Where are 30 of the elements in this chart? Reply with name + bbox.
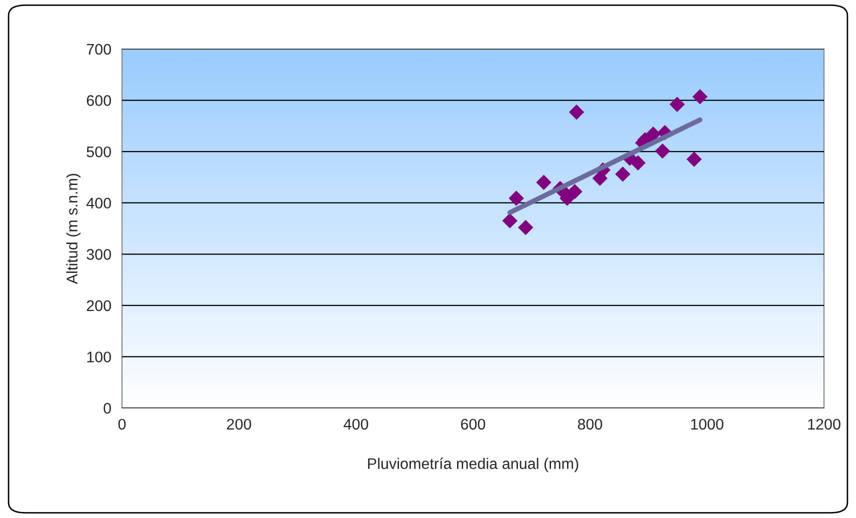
x-tick-label: 1200	[808, 418, 840, 430]
point	[686, 152, 702, 167]
point	[615, 166, 630, 182]
point	[518, 220, 534, 236]
y-tick-label: 600	[86, 95, 111, 106]
point	[536, 174, 552, 190]
point	[670, 96, 685, 112]
x-tick-label: 0	[118, 418, 126, 430]
point	[502, 213, 518, 228]
x-tick-label: 600	[461, 418, 486, 430]
y-tick-label: 500	[86, 146, 111, 158]
point	[692, 89, 708, 104]
y-tick-label: 0	[104, 402, 111, 414]
point	[567, 184, 582, 200]
point	[508, 190, 524, 206]
point	[654, 143, 670, 159]
point	[630, 155, 646, 170]
x-tick-label: 800	[578, 418, 602, 430]
y-tick-label: 400	[86, 198, 111, 209]
x-tick-label: 1000	[691, 418, 724, 430]
x-axis-title: Pluviometría media anual (mm)	[368, 458, 578, 472]
y-tick-label: 200	[86, 300, 111, 312]
x-tick-label: 200	[227, 418, 252, 430]
y-tick-label: 700	[86, 44, 111, 55]
x-tick-label: 400	[344, 418, 368, 430]
y-tick-label: 100	[87, 352, 111, 362]
y-axis-title: Altitud (m s.n.m)	[66, 174, 81, 284]
point	[646, 126, 661, 142]
point	[568, 104, 584, 120]
y-tick-label: 300	[86, 249, 111, 260]
